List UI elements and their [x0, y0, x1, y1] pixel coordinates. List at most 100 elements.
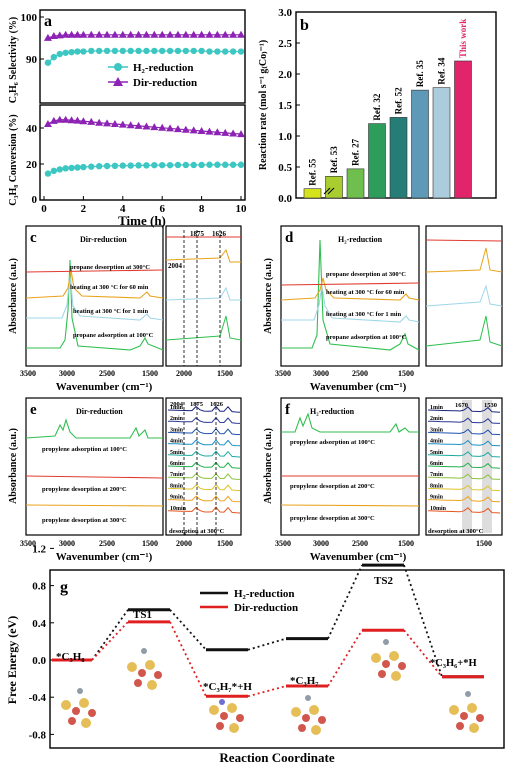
- a-top-point-h2: [222, 48, 229, 55]
- a-bottom-tick-20: 20: [26, 159, 38, 171]
- c-peak-1875: 1875: [190, 230, 205, 238]
- minute-label: 10min: [430, 506, 447, 512]
- a-bottom-point-dir: [67, 116, 76, 124]
- e-peak-2004: 2004: [170, 401, 184, 408]
- a-top-point-dir: [197, 30, 206, 38]
- g-state-5: TS2: [374, 575, 393, 587]
- zoom-trace: [167, 461, 241, 469]
- zoom-trace: [427, 428, 501, 436]
- minute-label: 2min: [170, 416, 184, 422]
- c-xtick-3000: 3000: [59, 369, 75, 378]
- zoom-trace: [427, 451, 501, 458]
- b-bar-label: Ref. 53: [329, 146, 339, 173]
- c-trace-label-3: heating at 300 °C for 1 min: [73, 308, 148, 315]
- a-top-point-dir: [79, 30, 88, 38]
- panel-d: d H₂-reduction Absorbance (a.u.) propane…: [263, 225, 503, 393]
- legend-dir-marker: [113, 77, 123, 86]
- f-minute-labels: 1min 2min 3min 4min 5min 6min 7min 8min 9min 10mi…: [430, 405, 447, 512]
- minute-label: 7min: [170, 472, 184, 478]
- a-top-point-dir: [181, 30, 190, 38]
- a-xtick-label: 10: [236, 203, 248, 215]
- structure-4: [291, 695, 326, 735]
- d-xtick-3000: 3000: [313, 369, 329, 378]
- a-bottom-point-dir: [166, 124, 175, 132]
- b-ylabel: Reaction rate (mol s⁻¹ g₍Co₎⁻¹): [258, 40, 269, 170]
- b-ytick-label: 1.5: [278, 100, 292, 112]
- g-state-1: *C₃H₈: [56, 651, 85, 663]
- g-energy-paths: [52, 563, 484, 698]
- a-bottom-point-dir: [118, 120, 127, 128]
- a-top-point-dir: [49, 32, 58, 40]
- minute-label: 7min: [430, 472, 444, 478]
- a-top-point-dir: [142, 30, 151, 38]
- zoom-trace: [427, 439, 501, 447]
- c-trace-3: [26, 274, 164, 321]
- zoom-trace: [427, 495, 501, 503]
- b-bar: [454, 60, 472, 199]
- a-x-ticks: 0 2 4 6 8 10: [41, 196, 247, 215]
- a-xtick-label: 8: [199, 203, 205, 215]
- a-top-point-h2: [56, 50, 63, 58]
- minute-label: 3min: [170, 427, 184, 433]
- a-top-point-h2: [135, 47, 142, 55]
- a-bottom-point-dir: [43, 120, 52, 127]
- g-connector-h2: [247, 637, 287, 651]
- f-zoom-xtick-1500: 1500: [476, 539, 492, 548]
- e-trace-label-1: propylene adsorption at 100°C: [42, 446, 127, 453]
- c-trace-2: [25, 269, 164, 299]
- c-zoom-xtick-2000: 2000: [176, 369, 192, 378]
- a-top-point-h2: [166, 47, 174, 55]
- a-bottom-point-h2: [127, 162, 134, 169]
- a-top-point-h2: [182, 47, 190, 55]
- b-bars: Ref. 55 Ref. 53 Ref. 27 Ref. 32 Ref. 52 Ref. …: [303, 19, 472, 199]
- minute-label: 8min: [170, 483, 184, 489]
- g-xlabel: Reaction Coordinate: [219, 750, 334, 765]
- a-top-point-dir: [43, 33, 52, 41]
- minute-label: 5min: [430, 450, 444, 456]
- panel-d-label: d: [285, 230, 294, 246]
- panel-a-label: a: [44, 13, 52, 30]
- g-connector-dir: [169, 621, 207, 697]
- zoom-trace: [167, 450, 241, 458]
- minute-label: 8min: [430, 483, 444, 489]
- g-ytick-label: 0.0: [32, 655, 46, 667]
- g-legend-h2: H₂-reduction: [234, 588, 295, 600]
- a-top-series: [43, 30, 245, 66]
- minute-label: 9min: [430, 495, 444, 501]
- a-top-tick-100: 100: [21, 12, 38, 24]
- f-footer: desorption at 300°C: [428, 528, 484, 535]
- a-top-point-dir: [166, 30, 175, 38]
- a-bottom-point-dir: [150, 123, 159, 131]
- a-bottom-point-dir: [134, 121, 143, 129]
- a-top-point-dir: [173, 30, 182, 38]
- g-connector-h2: [91, 609, 129, 661]
- a-bottom-point-dir: [49, 116, 58, 124]
- a-top-point-dir: [61, 30, 70, 38]
- a-top-point-dir: [55, 31, 64, 39]
- a-top-point-dir: [229, 30, 238, 38]
- a-top-point-h2: [119, 47, 127, 55]
- e-footer: desorption at 300°C: [169, 528, 225, 535]
- a-top-point-dir: [73, 30, 82, 38]
- a-top-point-h2: [190, 47, 197, 55]
- a-top-point-h2: [44, 59, 52, 66]
- a-bottom-point-dir: [197, 126, 206, 134]
- b-bar-label: Ref. 52: [394, 87, 404, 114]
- a-top-point-h2: [151, 47, 158, 55]
- legend-h2-marker: [114, 63, 122, 71]
- a-ylabel-top: C₃H₆ Selectivity (%): [8, 17, 19, 104]
- a-bottom-point-dir: [103, 119, 112, 127]
- a-top-point-h2: [74, 48, 81, 55]
- f-highlight-band-2: [482, 400, 492, 533]
- a-bottom-point-dir: [189, 126, 198, 134]
- e-trace-label-2: propylene desorption at 200°C: [42, 486, 127, 493]
- b-bar: [346, 168, 365, 199]
- a-xtick-label: 4: [120, 203, 126, 215]
- e-zoom-xtick-2000: 2000: [176, 539, 192, 548]
- a-bottom-point-h2: [190, 161, 197, 169]
- b-ytick-label: 3.0: [278, 7, 292, 19]
- minute-label: 3min: [430, 427, 444, 433]
- e-xtick-3000: 3000: [59, 539, 75, 548]
- a-bottom-point-h2: [103, 162, 111, 170]
- g-state-4: *C₃H₇: [290, 675, 319, 687]
